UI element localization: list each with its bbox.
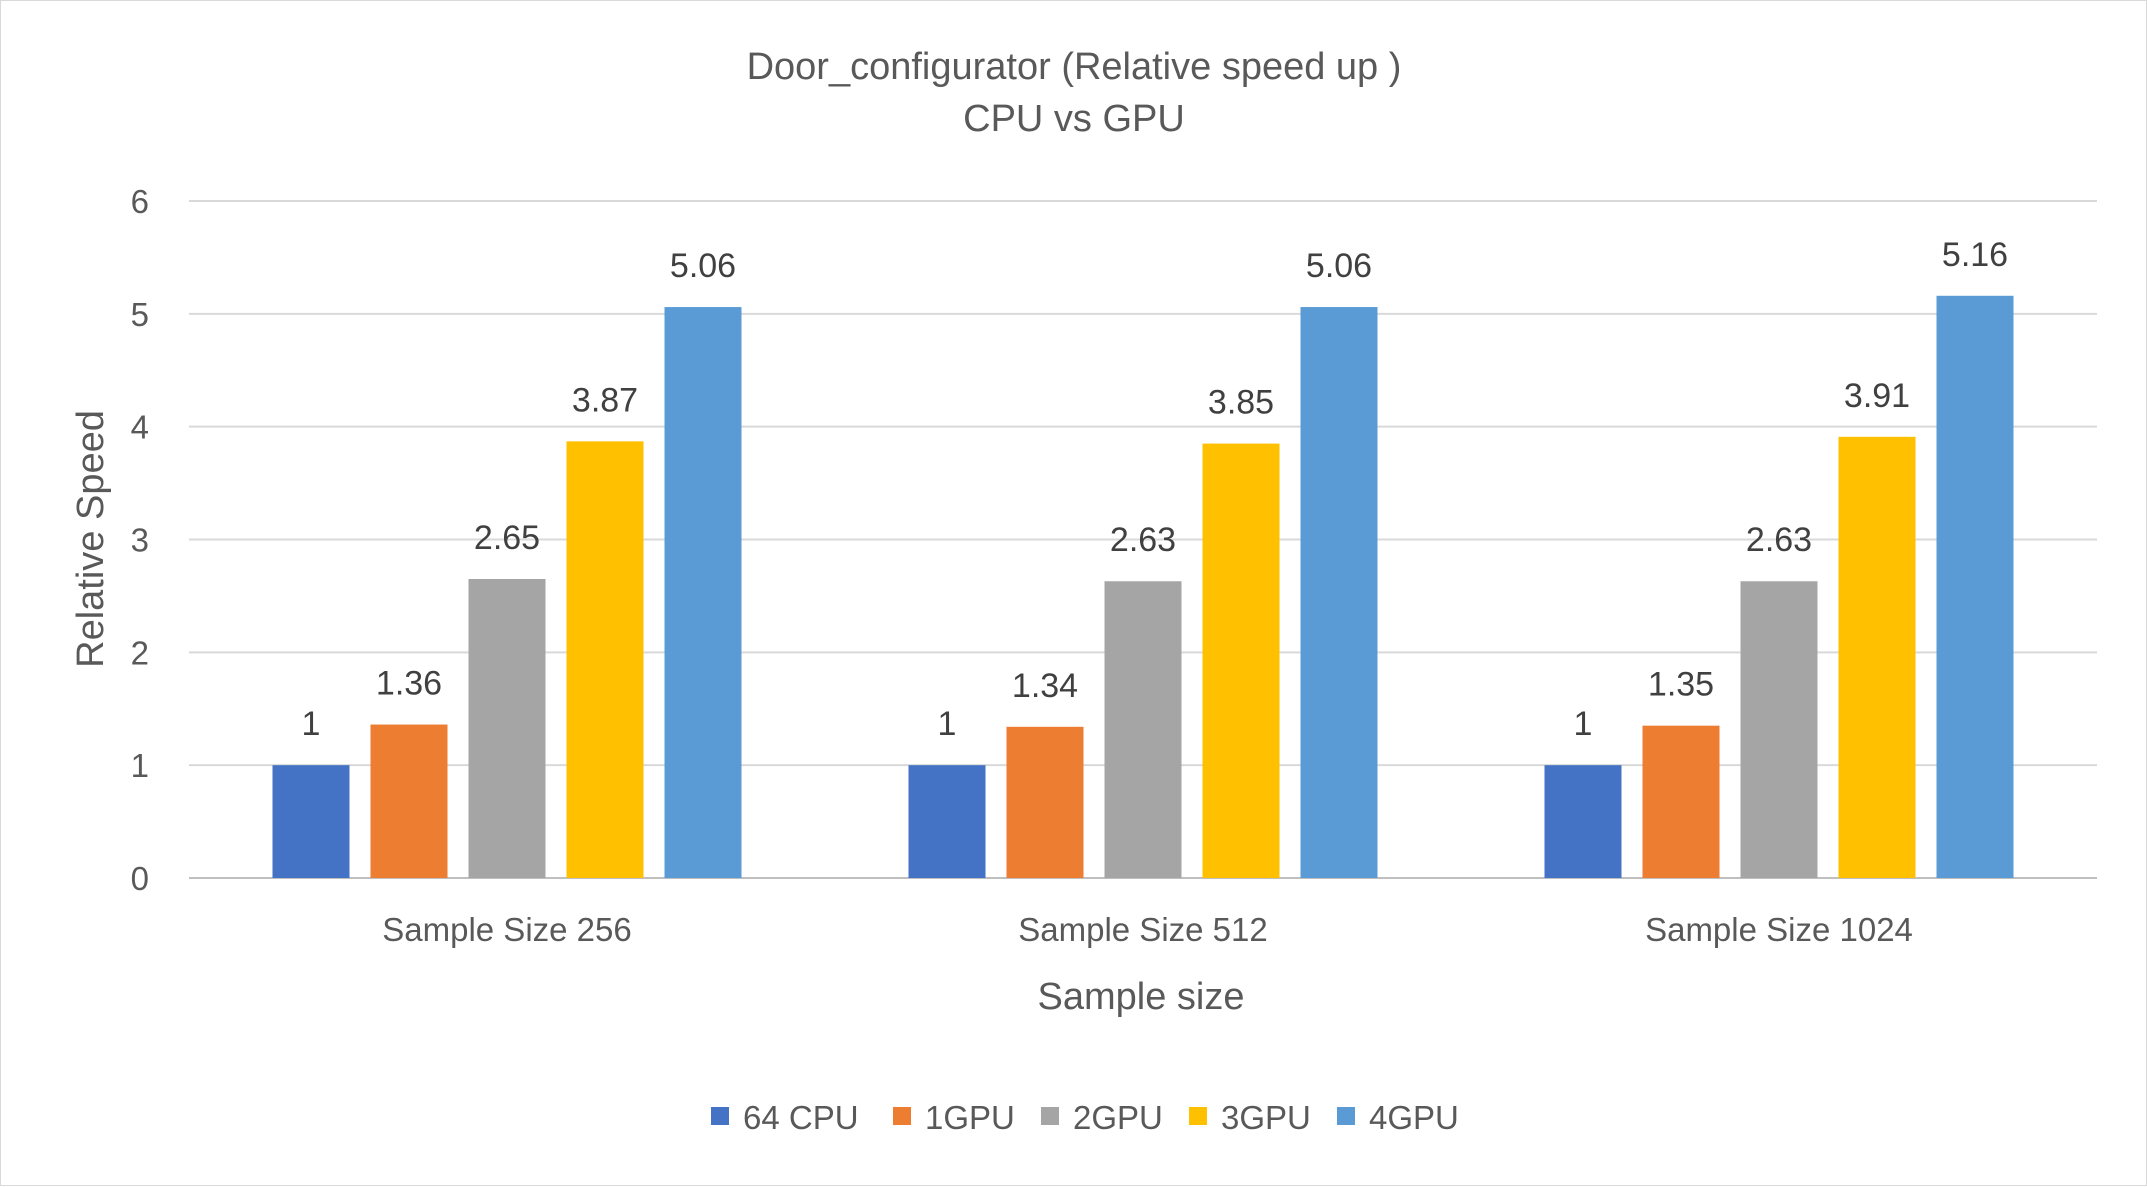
bar xyxy=(664,307,742,878)
legend-swatch xyxy=(1041,1107,1059,1125)
bar xyxy=(272,765,350,878)
data-labels: 1 1.36 2.65 3.87 5.06 1 1.34 2.63 3.85 5.06 1 1.35 2… xyxy=(302,236,2009,743)
y-tick-label: 0 xyxy=(131,860,149,897)
bar xyxy=(468,578,546,878)
x-axis-ticks: Sample Size 256 Sample Size 512 Sample Siz… xyxy=(382,911,1913,948)
legend: 64 CPU 1GPU 2GPU 3GPU 4GPU xyxy=(711,1099,1459,1136)
bar xyxy=(1740,581,1818,878)
bar xyxy=(1642,725,1720,878)
bar xyxy=(1300,307,1378,878)
chart-title: Door_configurator (Relative speed up ) xyxy=(747,46,1402,88)
bar xyxy=(1838,436,1916,878)
data-label: 3.85 xyxy=(1208,384,1274,422)
data-label: 3.87 xyxy=(572,381,638,419)
bar xyxy=(566,441,644,878)
data-label: 5.06 xyxy=(1306,247,1372,285)
data-label: 2.63 xyxy=(1110,521,1176,559)
data-label: 5.06 xyxy=(670,247,736,285)
data-label: 1.36 xyxy=(376,665,442,703)
x-tick-label: Sample Size 256 xyxy=(382,911,631,948)
legend-swatch xyxy=(1189,1107,1207,1125)
y-tick-label: 5 xyxy=(131,296,149,333)
bar xyxy=(1936,295,2014,878)
y-axis-ticks: 0 1 2 3 4 5 6 xyxy=(131,183,149,897)
x-tick-label: Sample Size 1024 xyxy=(1645,911,1913,948)
legend-label: 4GPU xyxy=(1369,1099,1459,1136)
y-axis-title: Relative Speed xyxy=(70,410,112,668)
legend-label: 2GPU xyxy=(1073,1099,1163,1136)
y-tick-label: 1 xyxy=(131,747,149,784)
legend-label: 64 CPU xyxy=(743,1099,859,1136)
data-label: 2.65 xyxy=(474,519,540,557)
x-axis-title: Sample size xyxy=(1038,976,1245,1018)
legend-label: 1GPU xyxy=(925,1099,1015,1136)
legend-swatch xyxy=(1337,1107,1355,1125)
y-tick-label: 3 xyxy=(131,522,149,559)
data-label: 1.34 xyxy=(1012,667,1078,705)
legend-label: 3GPU xyxy=(1221,1099,1311,1136)
data-label: 5.16 xyxy=(1942,236,2008,274)
bar xyxy=(370,724,448,878)
bar xyxy=(1006,726,1084,878)
data-label: 1 xyxy=(1574,705,1593,743)
data-label: 1 xyxy=(302,705,321,743)
y-tick-label: 6 xyxy=(131,183,149,220)
bars xyxy=(272,295,2014,878)
bar xyxy=(908,765,986,878)
bar xyxy=(1202,443,1280,878)
data-label: 1.35 xyxy=(1648,666,1714,704)
data-label: 1 xyxy=(938,705,957,743)
y-tick-label: 2 xyxy=(131,634,149,671)
chart-subtitle: CPU vs GPU xyxy=(963,98,1185,140)
data-label: 2.63 xyxy=(1746,521,1812,559)
x-tick-label: Sample Size 512 xyxy=(1018,911,1267,948)
bar xyxy=(1104,581,1182,878)
bar xyxy=(1544,765,1622,878)
legend-swatch xyxy=(711,1107,729,1125)
legend-swatch xyxy=(893,1107,911,1125)
data-label: 3.91 xyxy=(1844,377,1910,415)
y-tick-label: 4 xyxy=(131,409,149,446)
